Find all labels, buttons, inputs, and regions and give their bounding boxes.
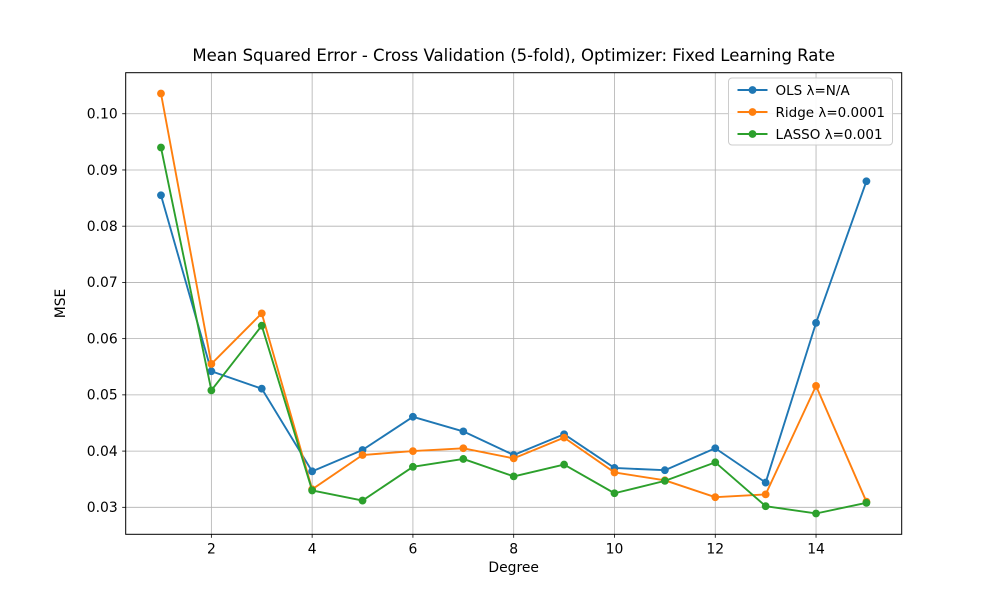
data-point-marker bbox=[257, 309, 266, 318]
x-tick-label: 4 bbox=[308, 541, 317, 557]
data-point-marker bbox=[459, 427, 468, 436]
data-point-marker bbox=[409, 447, 417, 455]
data-point-marker bbox=[257, 384, 266, 393]
legend-entry: Ridge λ=0.0001 bbox=[737, 105, 885, 121]
x-tick-label: 12 bbox=[706, 541, 724, 557]
data-point-marker bbox=[711, 493, 720, 502]
x-tick-label: 8 bbox=[509, 541, 518, 557]
data-point-marker bbox=[207, 367, 216, 376]
y-tick-label: 0.06 bbox=[87, 331, 118, 347]
x-axis: 2 4 6 8 10 12 14 bbox=[207, 534, 825, 557]
chart-title: Mean Squared Error - Cross Validation (5… bbox=[192, 46, 835, 65]
legend-box bbox=[728, 77, 893, 146]
series-lasso bbox=[157, 143, 871, 518]
data-point-marker bbox=[509, 454, 518, 463]
data-point-marker bbox=[358, 496, 367, 505]
data-point-marker bbox=[761, 490, 770, 499]
data-point-marker bbox=[711, 444, 720, 453]
y-axis: 0.03 0.04 0.05 0.06 0.07 0.08 0.09 0.10 bbox=[87, 107, 126, 516]
data-point-marker bbox=[459, 444, 468, 453]
data-point-marker bbox=[610, 468, 619, 477]
legend-label: Ridge λ=0.0001 bbox=[776, 105, 885, 121]
y-tick-label: 0.05 bbox=[87, 388, 118, 404]
legend-entry: LASSO λ=0.001 bbox=[737, 127, 883, 143]
legend-marker-icon bbox=[748, 86, 757, 94]
data-point-marker bbox=[660, 466, 669, 475]
y-tick-label: 0.03 bbox=[87, 500, 118, 516]
x-tick-label: 6 bbox=[408, 541, 417, 557]
y-axis-label: MSE bbox=[53, 289, 69, 319]
y-tick-label: 0.07 bbox=[87, 275, 118, 291]
legend-label: OLS λ=N/A bbox=[776, 83, 851, 99]
data-point-marker bbox=[157, 143, 165, 152]
y-tick-label: 0.04 bbox=[87, 444, 118, 460]
legend-label: LASSO λ=0.001 bbox=[776, 127, 883, 143]
legend-entry: OLS λ=N/A bbox=[737, 83, 851, 99]
data-point-marker bbox=[157, 191, 165, 200]
data-point-marker bbox=[812, 509, 820, 518]
series-ridge bbox=[157, 89, 871, 506]
data-point-marker bbox=[711, 458, 720, 467]
data-point-marker bbox=[812, 318, 820, 327]
legend-marker-icon bbox=[748, 108, 757, 116]
data-point-marker bbox=[509, 472, 518, 481]
data-point-marker bbox=[409, 462, 417, 471]
data-point-marker bbox=[812, 381, 820, 390]
data-point-marker bbox=[560, 460, 568, 469]
x-tick-label: 2 bbox=[207, 541, 216, 557]
data-point-marker bbox=[459, 455, 468, 463]
data-point-marker bbox=[862, 177, 871, 186]
data-point-marker bbox=[308, 486, 317, 495]
data-point-marker bbox=[157, 89, 165, 98]
data-point-marker bbox=[660, 476, 669, 485]
data-point-marker bbox=[257, 321, 266, 330]
data-point-marker bbox=[862, 498, 871, 507]
legend-marker-icon bbox=[748, 130, 757, 138]
y-tick-label: 0.09 bbox=[87, 163, 118, 179]
data-point-marker bbox=[610, 489, 619, 498]
data-point-marker bbox=[409, 412, 417, 421]
data-point-marker bbox=[761, 478, 770, 487]
x-tick-label: 10 bbox=[606, 541, 624, 557]
data-point-marker bbox=[207, 360, 216, 368]
data-point-marker bbox=[761, 502, 770, 511]
x-axis-label: Degree bbox=[488, 560, 539, 576]
y-tick-label: 0.10 bbox=[87, 107, 118, 123]
legend: OLS λ=N/A Ridge λ=0.0001 LASSO λ=0.001 bbox=[728, 77, 893, 146]
data-point-marker bbox=[560, 433, 568, 442]
data-point-marker bbox=[358, 451, 367, 459]
data-point-marker bbox=[207, 386, 216, 395]
grid bbox=[125, 72, 902, 535]
x-tick-label: 14 bbox=[807, 541, 825, 557]
data-point-marker bbox=[308, 467, 317, 476]
y-tick-label: 0.08 bbox=[87, 219, 118, 235]
